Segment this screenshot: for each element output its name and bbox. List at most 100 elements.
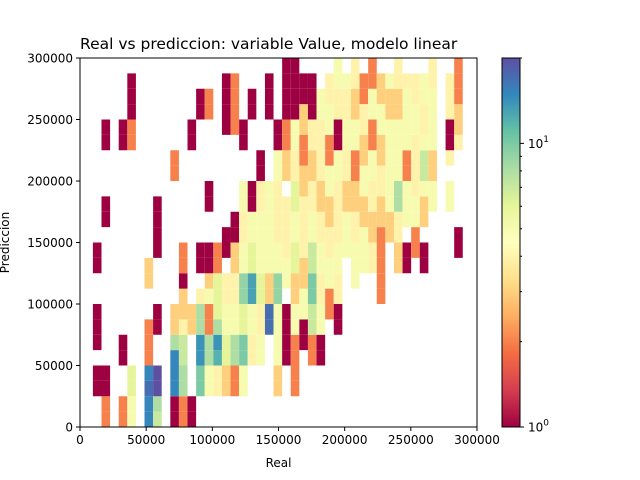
heatmap-cell	[316, 88, 326, 105]
colorbar-ticks: 100 101	[520, 57, 549, 435]
heatmap-cell	[264, 304, 274, 320]
heatmap-cell	[316, 242, 326, 258]
x-tick-label: 0	[76, 433, 84, 447]
heatmap-cell	[290, 119, 300, 135]
heatmap-cell	[419, 150, 429, 166]
heatmap-cell	[333, 150, 343, 166]
heatmap-cell	[454, 88, 463, 105]
heatmap-cell	[402, 73, 412, 89]
heatmap-cell	[230, 211, 240, 228]
heatmap-cell	[350, 150, 360, 166]
heatmap-cell	[127, 380, 136, 397]
heatmap-cell	[264, 288, 274, 305]
heatmap-cell	[264, 196, 274, 212]
heatmap-cell	[178, 304, 188, 320]
heatmap-cell	[385, 227, 394, 243]
heatmap-cell	[350, 181, 360, 197]
heatmap-cell	[411, 104, 420, 120]
heatmap-cell	[393, 134, 403, 151]
heatmap-cell	[230, 257, 240, 274]
heatmap-cell	[230, 365, 240, 381]
heatmap-cell	[299, 334, 308, 351]
heatmap-cell	[368, 88, 377, 105]
heatmap-cell	[118, 119, 128, 135]
heatmap-cell	[230, 242, 240, 258]
x-tick-label: 50000	[127, 433, 165, 447]
heatmap-cell	[445, 134, 455, 151]
heatmap-cell	[221, 88, 231, 105]
heatmap-cell	[333, 73, 343, 89]
heatmap-cell	[282, 134, 291, 151]
heatmap-cell	[178, 257, 188, 274]
heatmap-cell	[454, 242, 463, 258]
y-tick-label: 0	[65, 421, 73, 435]
heatmap-cell	[290, 319, 300, 335]
heatmap-cell	[333, 304, 343, 320]
heatmap-cell	[239, 365, 248, 381]
heatmap-cell	[247, 181, 257, 197]
heatmap-cell	[127, 119, 136, 135]
heatmap-cell	[445, 150, 455, 166]
heatmap-cell	[290, 134, 300, 151]
heatmap-cell	[178, 334, 188, 351]
heatmap-cell	[290, 365, 300, 381]
x-tick-label: 250000	[388, 433, 434, 447]
heatmap-cell	[101, 396, 111, 412]
heatmap-cell	[342, 211, 351, 228]
heatmap-cell	[325, 257, 334, 274]
heatmap-cell	[273, 380, 283, 397]
heatmap-cell	[221, 304, 231, 320]
heatmap-cell	[333, 196, 343, 212]
heatmap-cell	[204, 273, 214, 289]
heatmap-cell	[350, 104, 360, 120]
heatmap-cell	[247, 88, 257, 105]
chart-title: Real vs prediccion: variable Value, mode…	[80, 35, 458, 53]
heatmap-cell	[273, 334, 283, 351]
heatmap-cell	[307, 334, 317, 351]
colorbar-tick-label: 100	[528, 419, 549, 435]
heatmap-cell	[144, 334, 154, 351]
heatmap-cell	[290, 304, 300, 320]
heatmap-cell	[221, 319, 231, 335]
heatmap-cell	[178, 319, 188, 335]
heatmap-cell	[256, 273, 265, 289]
heatmap-cell	[282, 119, 291, 135]
heatmap-cell	[359, 119, 369, 135]
heatmap-cell	[402, 181, 412, 197]
heatmap-cell	[333, 119, 343, 135]
heatmap-cell	[307, 134, 317, 151]
y-tick-label: 50000	[35, 359, 73, 373]
heatmap-cell	[221, 242, 231, 258]
heatmap-cell	[256, 181, 265, 197]
heatmap-cell	[402, 88, 412, 105]
heatmap-cell	[290, 73, 300, 89]
heatmap-cell	[350, 88, 360, 105]
heatmap-cell	[170, 319, 179, 335]
heatmap-cell	[350, 134, 360, 151]
heatmap-cell	[196, 257, 205, 274]
heatmap-cell	[325, 211, 334, 228]
heatmap-cell	[247, 211, 257, 228]
heatmap-cell	[282, 273, 291, 289]
heatmap-cell	[333, 242, 343, 258]
heatmap-cell	[230, 73, 240, 89]
heatmap-cell	[376, 119, 386, 135]
heatmap-cell	[350, 242, 360, 258]
x-tick-label: 100000	[189, 433, 235, 447]
heatmap-cell	[350, 58, 360, 74]
heatmap-cell	[376, 134, 386, 151]
heatmap-cell	[247, 288, 257, 305]
heatmap-cell	[376, 196, 386, 212]
heatmap-cell	[333, 88, 343, 105]
heatmap-cell	[273, 350, 283, 366]
heatmap-cell	[299, 196, 308, 212]
heatmap-cell	[178, 288, 188, 305]
heatmap-cell	[299, 88, 308, 105]
heatmap-cell	[333, 211, 343, 228]
heatmap-cell	[290, 88, 300, 105]
heatmap-cell	[239, 257, 248, 274]
heatmap-cell	[282, 73, 291, 89]
heatmap-cell	[376, 181, 386, 197]
heatmap-cell	[325, 196, 334, 212]
heatmap-cell	[376, 165, 386, 182]
